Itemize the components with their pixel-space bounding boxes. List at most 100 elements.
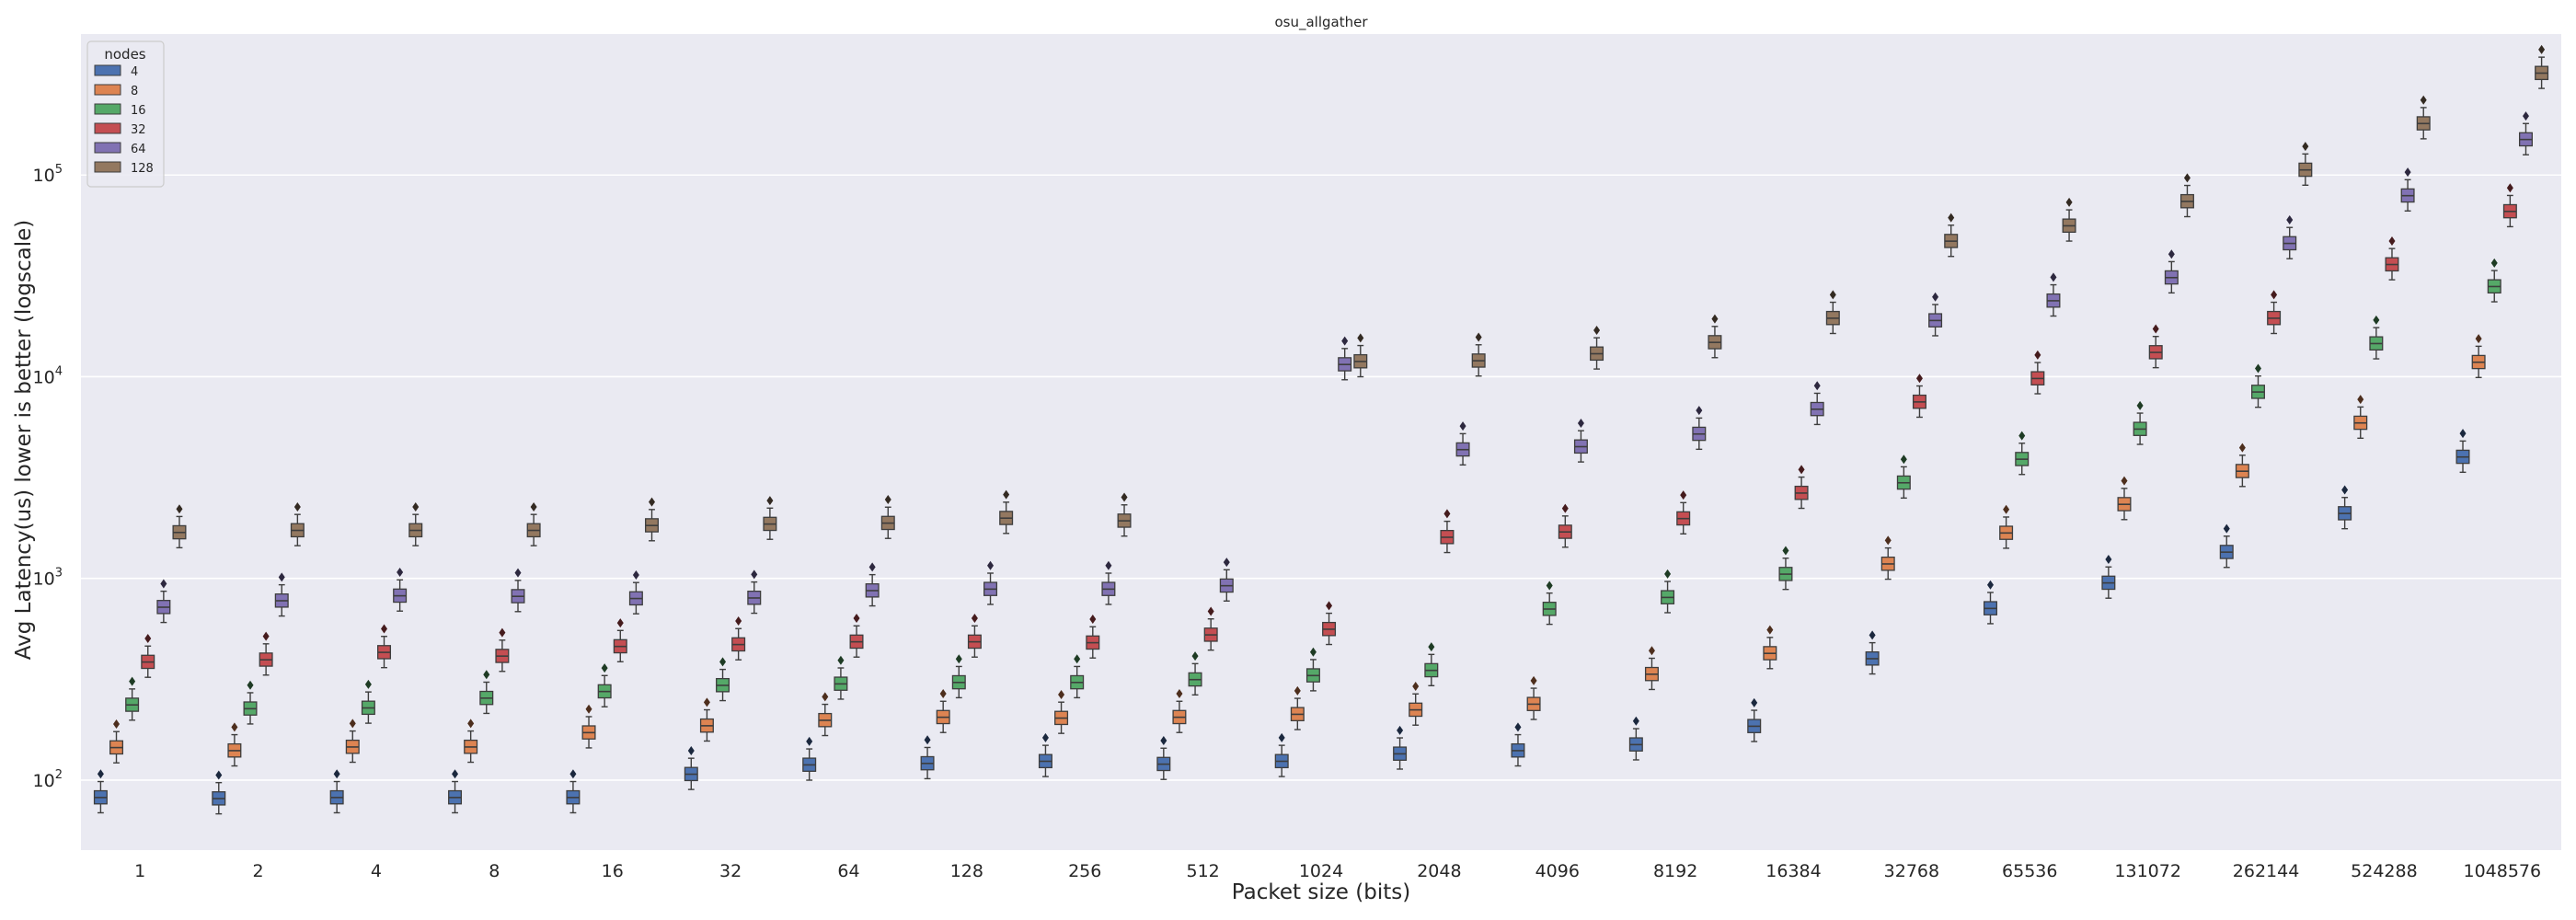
box — [243, 680, 258, 725]
outlier-point — [1813, 381, 1821, 391]
box — [834, 655, 848, 700]
box — [763, 496, 777, 540]
outlier-point — [2286, 215, 2294, 225]
outlier-point — [1782, 546, 1789, 556]
outlier-point — [381, 624, 388, 634]
box — [1692, 406, 1707, 451]
box — [1912, 374, 1926, 419]
outlier-point — [262, 631, 270, 641]
chart-title: osu_allgather — [1274, 14, 1368, 31]
box — [1763, 625, 1777, 670]
series-16-boxes — [125, 258, 2501, 725]
outlier-point — [1884, 535, 1892, 546]
y-axis-title: Avg Latency(us) lower is better (logscal… — [12, 220, 36, 661]
box — [1747, 697, 1762, 742]
x-tick-label: 4096 — [1535, 861, 1580, 881]
outlier-point — [2302, 142, 2309, 152]
x-tick-label: 256 — [1068, 861, 1101, 881]
outlier-point — [144, 634, 152, 644]
box — [1526, 675, 1541, 720]
outlier-point — [1915, 374, 1923, 384]
box — [1644, 646, 1659, 691]
box — [345, 719, 360, 764]
box — [1070, 654, 1085, 699]
outlier-point — [687, 745, 695, 755]
outlier-point — [2490, 258, 2498, 268]
x-tick-label: 1 — [134, 861, 145, 881]
outlier-point — [1751, 697, 1758, 707]
outlier-point — [1041, 732, 1049, 742]
box — [1393, 725, 1408, 770]
box — [2101, 555, 2116, 599]
box — [2219, 523, 2234, 569]
outlier-point — [1176, 689, 1183, 699]
box — [526, 501, 541, 546]
box — [1188, 651, 1202, 696]
box — [259, 631, 273, 676]
outlier-point — [2183, 173, 2191, 183]
x-tick-label: 8192 — [1653, 861, 1697, 881]
outlier-point — [1593, 325, 1601, 335]
outlier-point — [1632, 716, 1639, 726]
outlier-point — [2373, 315, 2380, 325]
outlier-point — [806, 736, 813, 746]
outlier-point — [2506, 183, 2513, 193]
box — [936, 689, 950, 733]
box — [1511, 722, 1525, 767]
outlier-point — [231, 722, 238, 732]
plot-area — [81, 34, 2561, 850]
box — [2148, 324, 2163, 369]
outlier-point — [1326, 601, 1333, 611]
outlier-point — [176, 504, 183, 514]
box — [865, 562, 880, 607]
outlier-point — [293, 501, 301, 512]
box — [1542, 581, 1557, 626]
outlier-point — [1766, 625, 1774, 635]
box — [747, 569, 762, 615]
outlier-point — [452, 769, 459, 779]
outlier-point — [939, 689, 947, 699]
box — [2471, 334, 2486, 379]
outlier-point — [247, 680, 254, 690]
outlier-point — [2538, 44, 2546, 54]
box — [2416, 95, 2431, 140]
outlier-point — [1397, 725, 1404, 735]
box — [849, 614, 864, 658]
box — [2385, 236, 2399, 281]
box — [479, 670, 494, 715]
outlier-point — [924, 735, 931, 745]
box — [1928, 292, 1943, 337]
box — [1086, 615, 1100, 659]
box — [109, 719, 124, 764]
box — [1983, 580, 1997, 625]
box — [1305, 647, 1320, 692]
x-tick-label: 65536 — [2002, 861, 2057, 881]
outlier-point — [499, 627, 506, 638]
box — [1156, 736, 1171, 780]
outlier-point — [2357, 395, 2364, 405]
box — [495, 627, 510, 673]
box — [1628, 716, 1643, 761]
box — [172, 504, 187, 549]
legend-swatch — [94, 84, 121, 96]
series-128-boxes — [172, 44, 2549, 549]
box — [2518, 111, 2533, 155]
outlier-point — [97, 769, 104, 779]
legend-swatch — [94, 142, 121, 154]
box — [1274, 732, 1289, 777]
box — [684, 745, 698, 790]
outlier-point — [1459, 421, 1466, 431]
outlier-point — [2018, 431, 2026, 441]
outlier-point — [397, 568, 404, 578]
outlier-point — [1160, 736, 1167, 746]
box — [1219, 558, 1234, 602]
box — [377, 624, 392, 669]
box — [212, 770, 226, 815]
outlier-point — [2271, 290, 2278, 300]
outlier-point — [766, 496, 774, 506]
outlier-point — [1711, 314, 1719, 324]
outlier-point — [585, 704, 592, 714]
legend-label: 32 — [131, 123, 146, 137]
outlier-point — [2254, 363, 2261, 374]
outlier-point — [1798, 465, 1805, 475]
